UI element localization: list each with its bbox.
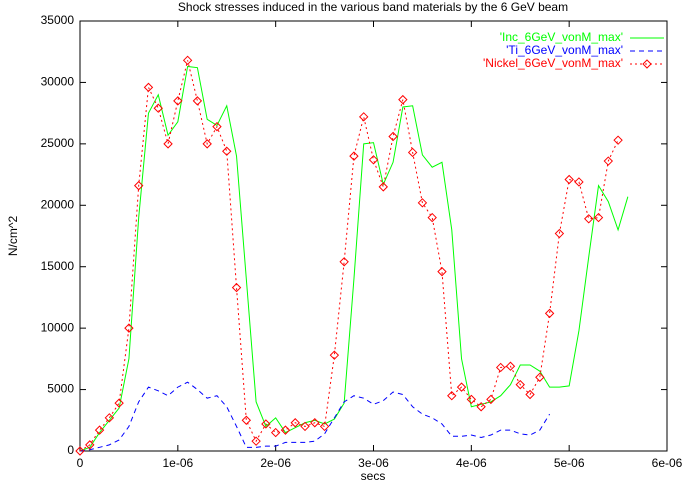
marker	[143, 82, 154, 93]
marker	[212, 121, 222, 132]
marker	[515, 379, 525, 390]
marker	[114, 398, 124, 408]
marker	[270, 427, 281, 438]
marker	[173, 96, 183, 106]
marker	[94, 425, 105, 435]
marker	[359, 112, 369, 122]
y-tick-label: 30000	[41, 75, 75, 89]
marker	[564, 174, 574, 185]
legend-label: 'Nickel_6GeV_vonM_max'	[483, 56, 623, 70]
marker	[593, 212, 604, 223]
line	[79, 381, 551, 452]
line	[79, 60, 619, 452]
marker	[456, 382, 467, 392]
marker	[495, 362, 506, 373]
marker	[182, 55, 193, 66]
marker	[124, 323, 134, 333]
x-tick-label: 4e-06	[456, 456, 487, 470]
marker	[75, 446, 85, 456]
x-tick-label: 0	[77, 456, 84, 470]
marker	[280, 425, 291, 435]
y-tick-label: 0	[67, 443, 74, 457]
marker	[437, 266, 447, 277]
y-tick-label: 20000	[41, 197, 75, 211]
y-tick-label: 15000	[41, 259, 75, 273]
y-axis-label: N/cm^2	[6, 216, 20, 257]
x-axis-label: secs	[361, 469, 386, 483]
marker	[310, 418, 320, 428]
marker	[251, 436, 261, 446]
marker	[525, 389, 535, 400]
marker	[554, 228, 565, 239]
marker	[466, 394, 477, 405]
marker	[85, 440, 95, 450]
marker	[574, 177, 584, 187]
line	[79, 65, 629, 452]
legend-marker	[642, 59, 652, 69]
marker	[163, 139, 173, 149]
marker	[153, 103, 163, 113]
y-tick-label: 10000	[41, 320, 75, 334]
legend-label: 'Inc_6GeV_vonM_max'	[500, 30, 623, 44]
marker	[300, 421, 310, 432]
y-tick-label: 35000	[41, 13, 75, 27]
y-tick-label: 25000	[41, 136, 75, 150]
marker	[398, 94, 408, 105]
marker	[339, 257, 349, 267]
marker	[584, 214, 594, 224]
x-tick-label: 6e-06	[652, 456, 683, 470]
marker	[417, 198, 428, 208]
marker	[427, 212, 437, 223]
marker	[192, 96, 203, 106]
x-tick-label: 1e-06	[162, 456, 193, 470]
legend-label: 'Ti_6GeV_vonM_max'	[506, 43, 623, 57]
marker	[407, 147, 418, 158]
marker	[329, 350, 340, 360]
y-tick-label: 5000	[47, 382, 74, 396]
marker	[319, 421, 330, 432]
marker	[368, 155, 379, 165]
marker	[447, 391, 457, 401]
marker	[613, 135, 623, 145]
marker	[202, 139, 212, 149]
marker	[231, 282, 242, 293]
marker	[388, 131, 398, 142]
marker	[603, 156, 614, 166]
marker	[486, 394, 496, 405]
marker	[535, 372, 545, 382]
x-tick-label: 5e-06	[554, 456, 585, 470]
marker	[241, 415, 252, 425]
marker	[222, 146, 232, 156]
marker	[261, 419, 271, 429]
chart-title: Shock stresses induced in the various ba…	[178, 0, 568, 14]
marker	[505, 361, 516, 371]
marker	[290, 418, 300, 428]
marker	[544, 308, 555, 319]
marker	[378, 182, 388, 192]
x-tick-label: 2e-06	[260, 456, 291, 470]
x-tick-label: 3e-06	[358, 456, 389, 470]
marker	[133, 180, 144, 191]
marker	[104, 413, 115, 423]
marker	[476, 402, 486, 412]
marker	[349, 151, 359, 161]
